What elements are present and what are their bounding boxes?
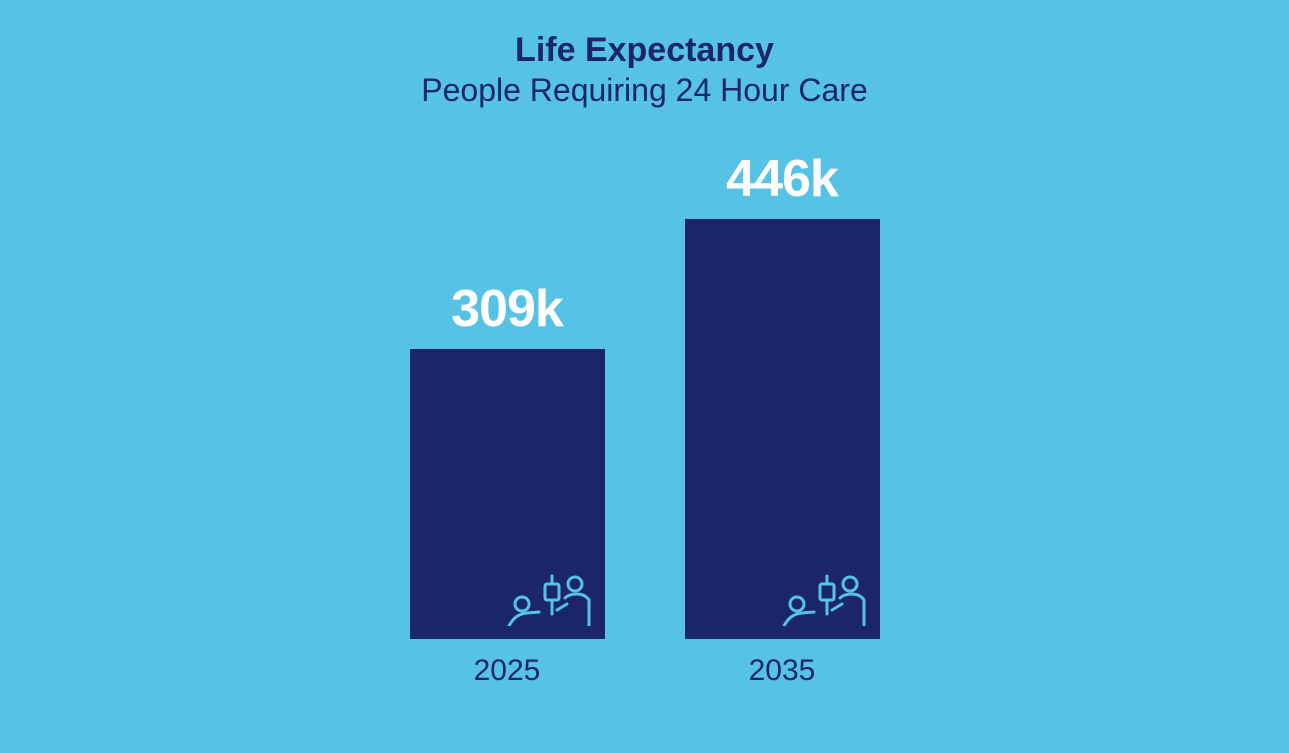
care-icon bbox=[497, 566, 597, 631]
bar-group-2035: 446k bbox=[685, 149, 880, 688]
bar-group-2025: 309k bbox=[410, 279, 605, 688]
bar-value-2025: 309k bbox=[451, 279, 563, 339]
bar-2025 bbox=[410, 349, 605, 639]
title-block: Life Expectancy People Requiring 24 Hour… bbox=[421, 30, 867, 109]
bar-2035 bbox=[685, 219, 880, 639]
title-sub: People Requiring 24 Hour Care bbox=[421, 71, 867, 109]
bar-chart: 309k bbox=[410, 149, 880, 753]
bar-label-2035: 2035 bbox=[749, 654, 816, 688]
bar-value-2035: 446k bbox=[726, 149, 838, 209]
chart-container: Life Expectancy People Requiring 24 Hour… bbox=[0, 0, 1289, 738]
title-main: Life Expectancy bbox=[421, 30, 867, 71]
care-icon bbox=[772, 566, 872, 631]
bar-label-2025: 2025 bbox=[474, 654, 541, 688]
